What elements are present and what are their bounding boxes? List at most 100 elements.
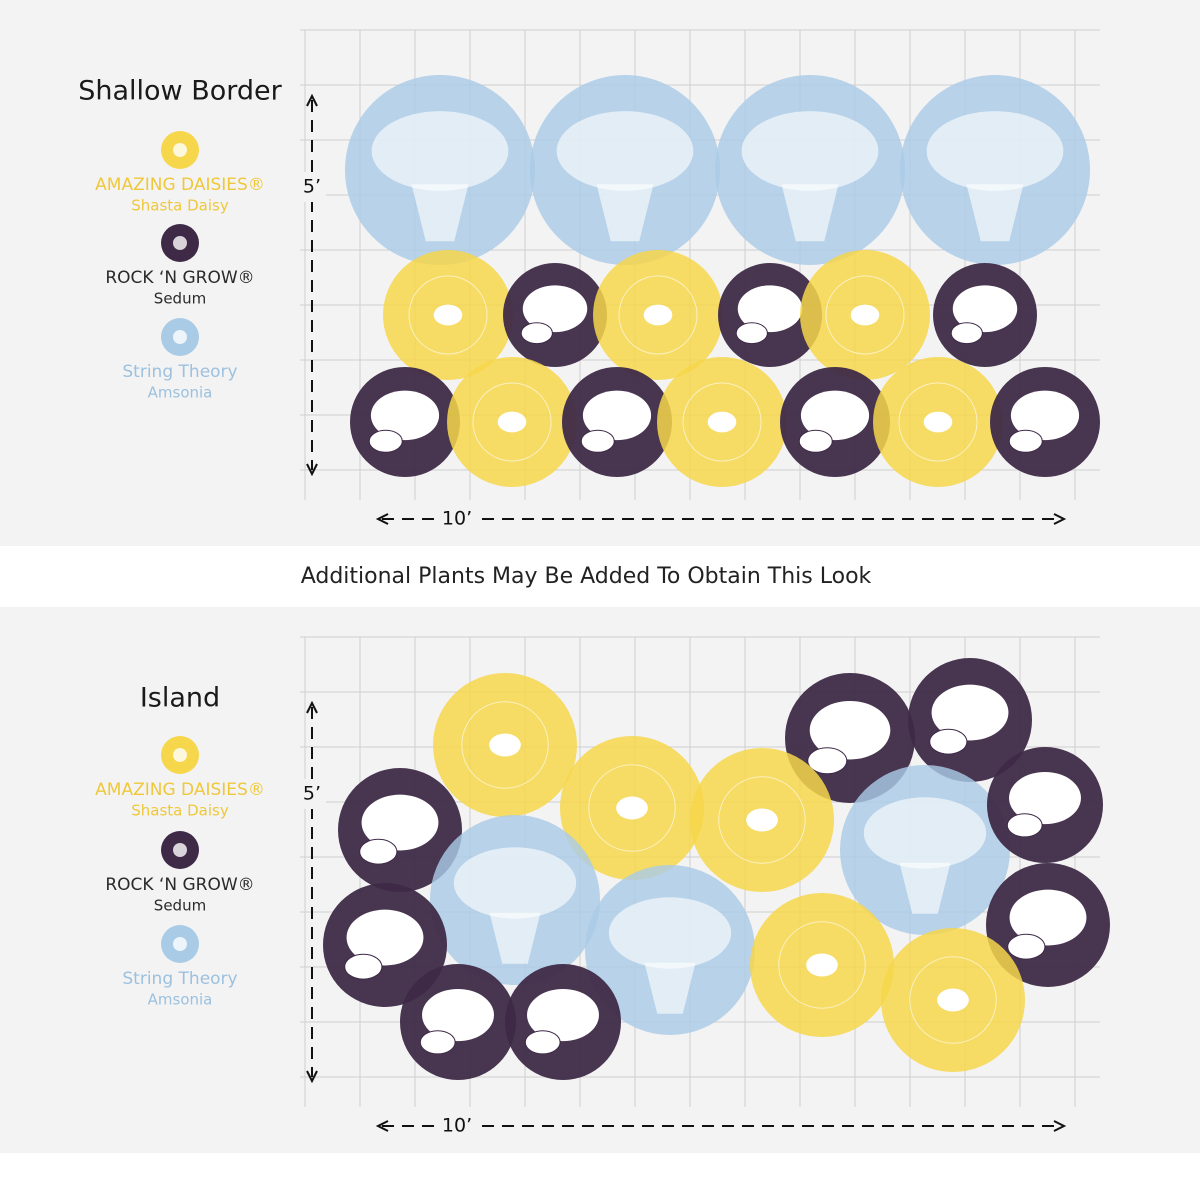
daisy-center [937, 988, 969, 1012]
legend-icon-detail [173, 937, 187, 951]
legend-name: String Theory [122, 362, 237, 382]
legend-sub: Shasta Daisy [131, 802, 229, 820]
sedum-leaf [368, 429, 403, 453]
daisy-center [616, 796, 648, 820]
amsonia-foliage [556, 111, 694, 191]
legend-sub: Sedum [154, 897, 206, 915]
label-bg [298, 779, 326, 809]
legend-name: AMAZING DAISIES® [95, 175, 265, 195]
amsonia-stem [489, 912, 541, 964]
legend-sub: Amsonia [148, 384, 213, 402]
sedum-flower [809, 700, 891, 760]
amsonia-foliage [741, 111, 879, 191]
legend-name: ROCK ‘N GROW® [105, 875, 254, 895]
arrow [306, 463, 318, 477]
width-label: 10’ [442, 1115, 472, 1137]
label-bg [298, 172, 326, 202]
legend-sub: Sedum [154, 290, 206, 308]
arrow [375, 513, 389, 525]
amsonia-stem [966, 184, 1024, 242]
sedum-flower [931, 684, 1009, 741]
daisy-center [497, 411, 527, 433]
legend-icon-detail [173, 236, 187, 250]
arrow [306, 1070, 318, 1084]
sedum-leaf [359, 838, 398, 865]
daisy-petals [618, 275, 698, 355]
amsonia-foliage [371, 111, 509, 191]
arrow [375, 1120, 389, 1132]
sedum-leaf [1007, 933, 1046, 960]
amsonia-stem [411, 184, 469, 242]
sedum-flower [737, 285, 803, 333]
banner: Additional Plants May Be Added To Obtain… [301, 564, 872, 589]
sedum-flower [422, 988, 494, 1042]
arrow [1053, 513, 1067, 525]
sedum-flower [1010, 390, 1080, 441]
daisy-petals [588, 764, 676, 852]
legend-sub: Shasta Daisy [131, 197, 229, 215]
amsonia-foliage [453, 847, 577, 919]
daisy-center [707, 411, 737, 433]
sedum-flower [1009, 889, 1087, 946]
daisy-petals [461, 701, 549, 789]
sedum-leaf [929, 728, 968, 755]
sedum-flower [527, 988, 599, 1042]
sedum-leaf [344, 953, 383, 980]
amsonia-foliage [926, 111, 1064, 191]
daisy-petals [472, 382, 552, 462]
label-bg [436, 1112, 478, 1140]
sedum-flower [952, 285, 1018, 333]
daisy-center [433, 304, 463, 326]
amsonia-stem [644, 962, 696, 1014]
sedum-leaf [950, 322, 983, 345]
daisy-petals [898, 382, 978, 462]
legend-icon-detail [173, 748, 187, 762]
panel: Island AMAZING DAISIES® Shasta Daisy ROCK ‘… [95, 636, 1110, 1140]
sedum-leaf [520, 322, 553, 345]
daisy-petals [682, 382, 762, 462]
width-label: 10’ [442, 508, 472, 530]
label-bg [436, 505, 478, 533]
sedum-flower [370, 390, 440, 441]
arrow [306, 93, 318, 107]
amsonia-stem [899, 862, 951, 914]
sedum-flower [361, 794, 439, 851]
daisy-center [746, 808, 778, 832]
amsonia-stem [781, 184, 839, 242]
daisy-center [850, 304, 880, 326]
amsonia-foliage [863, 797, 987, 869]
sedum-leaf [1008, 429, 1043, 453]
legend-icon-detail [173, 143, 187, 157]
amsonia-stem [596, 184, 654, 242]
sedum-leaf [524, 1030, 561, 1055]
daisy-petals [909, 956, 997, 1044]
daisy-center [923, 411, 953, 433]
legend-name: String Theory [122, 969, 237, 989]
sedum-leaf [807, 747, 848, 775]
sedum-flower [1009, 771, 1081, 825]
legend-name: AMAZING DAISIES® [95, 780, 265, 800]
daisy-petals [718, 776, 806, 864]
sedum-flower [582, 390, 652, 441]
arrow [306, 700, 318, 714]
legend-sub: Amsonia [148, 991, 213, 1009]
sedum-leaf [1006, 813, 1043, 838]
legend-icon-detail [173, 843, 187, 857]
sedum-leaf [735, 322, 768, 345]
arrow [1053, 1120, 1067, 1132]
panel-title: Island [140, 683, 220, 714]
sedum-leaf [419, 1030, 456, 1055]
height-label: 5’ [303, 176, 321, 198]
amsonia-foliage [608, 897, 732, 969]
panel: Shallow Border AMAZING DAISIES® Shasta Dai… [78, 29, 1100, 533]
panel-title: Shallow Border [78, 76, 282, 107]
daisy-center [806, 953, 838, 977]
daisy-center [643, 304, 673, 326]
daisy-petals [408, 275, 488, 355]
daisy-petals [825, 275, 905, 355]
sedum-flower [346, 909, 424, 966]
legend-name: ROCK ‘N GROW® [105, 268, 254, 288]
sedum-flower [522, 285, 588, 333]
sedum-leaf [580, 429, 615, 453]
